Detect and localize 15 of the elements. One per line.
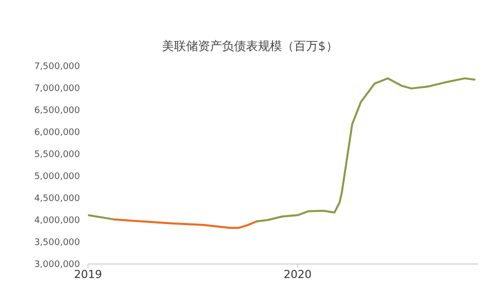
y-tick-label: 4,000,000: [34, 216, 80, 226]
y-tick-label: 6,500,000: [34, 106, 80, 116]
y-tick-label: 7,500,000: [34, 62, 80, 72]
y-tick-label: 5,000,000: [34, 172, 80, 182]
y-tick-label: 3,500,000: [34, 238, 80, 248]
y-tick-label: 5,500,000: [34, 150, 80, 160]
x-tick-label: 2020: [284, 268, 312, 281]
y-tick-label: 3,000,000: [34, 260, 80, 270]
chart-title: 美联储资产负债表规模（百万$）: [161, 38, 339, 55]
line-series: [114, 218, 258, 229]
y-tick-label: 6,000,000: [34, 128, 80, 138]
y-tick-label: 4,500,000: [34, 194, 80, 204]
x-tick-label: 2019: [74, 268, 102, 281]
y-tick-label: 7,000,000: [34, 84, 80, 94]
line-series: [256, 77, 476, 222]
